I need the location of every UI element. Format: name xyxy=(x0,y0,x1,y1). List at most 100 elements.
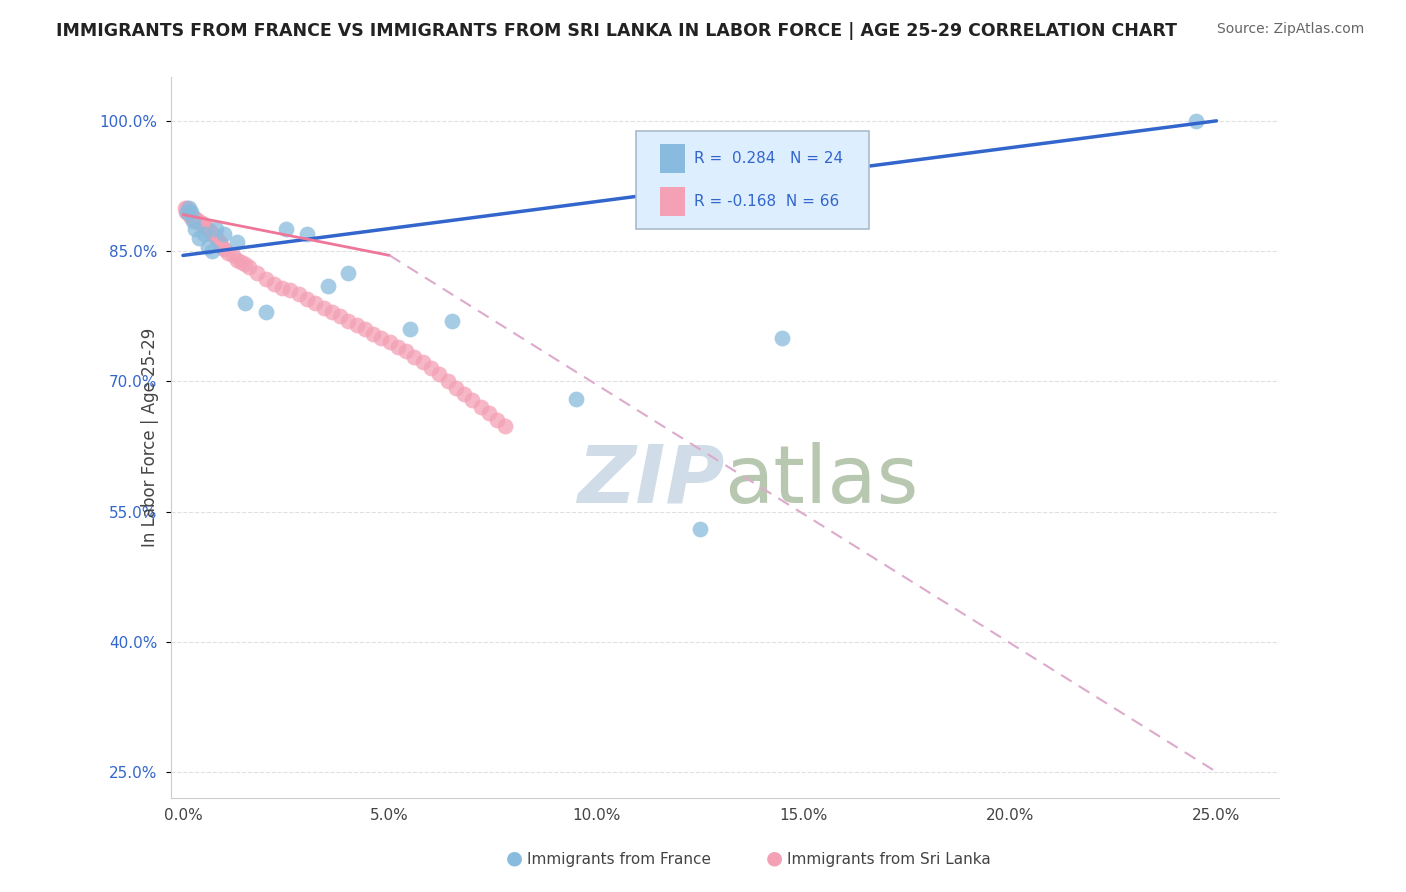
Point xyxy=(440,313,463,327)
Point xyxy=(246,266,269,280)
Point xyxy=(176,201,198,215)
Point xyxy=(198,224,221,238)
Text: ●: ● xyxy=(506,848,523,867)
Point xyxy=(217,245,239,260)
Point xyxy=(179,210,201,224)
Point xyxy=(209,235,232,250)
Point xyxy=(177,205,200,219)
Text: Source: ZipAtlas.com: Source: ZipAtlas.com xyxy=(1216,22,1364,37)
Point xyxy=(770,331,793,345)
Point xyxy=(412,355,434,369)
Point xyxy=(180,210,202,224)
Point xyxy=(271,280,294,294)
Point xyxy=(329,309,352,323)
Point xyxy=(174,205,197,219)
Point xyxy=(1185,113,1208,128)
Point xyxy=(202,228,225,243)
Point xyxy=(337,266,360,280)
Point xyxy=(197,240,219,254)
Point xyxy=(181,211,204,225)
Point xyxy=(184,211,207,226)
Point xyxy=(427,368,450,382)
Point xyxy=(211,240,233,254)
Point xyxy=(461,393,484,408)
Point xyxy=(280,283,302,297)
Point xyxy=(205,222,228,236)
Point xyxy=(190,216,212,230)
Point xyxy=(174,201,197,215)
Text: R = -0.168  N = 66: R = -0.168 N = 66 xyxy=(693,194,839,209)
FancyBboxPatch shape xyxy=(636,131,869,228)
Point xyxy=(404,350,426,364)
Text: ZIP: ZIP xyxy=(576,442,724,520)
Point xyxy=(361,326,384,341)
Text: Immigrants from Sri Lanka: Immigrants from Sri Lanka xyxy=(787,852,991,867)
Point xyxy=(399,322,422,336)
Point xyxy=(436,374,458,388)
Point xyxy=(304,296,326,310)
Point xyxy=(201,244,224,258)
Text: ●: ● xyxy=(766,848,783,867)
Point xyxy=(321,305,343,319)
Point xyxy=(180,210,202,224)
Point xyxy=(214,227,236,241)
Point xyxy=(254,272,277,286)
Point xyxy=(176,205,198,219)
Point xyxy=(183,211,205,226)
Point xyxy=(229,254,252,268)
Point xyxy=(181,211,204,225)
Point xyxy=(346,318,368,332)
Point xyxy=(564,392,586,406)
Bar xyxy=(661,187,685,216)
Point xyxy=(494,419,516,434)
Point xyxy=(207,234,229,248)
Point xyxy=(179,205,201,219)
Point xyxy=(689,522,711,536)
Text: Immigrants from France: Immigrants from France xyxy=(527,852,711,867)
Point xyxy=(238,260,260,274)
Point xyxy=(193,218,215,232)
Point xyxy=(312,301,335,315)
Point xyxy=(470,401,492,415)
Point xyxy=(233,257,256,271)
Point xyxy=(337,313,360,327)
Point xyxy=(378,335,401,350)
Point xyxy=(444,381,467,395)
Point xyxy=(181,213,204,227)
Point xyxy=(201,227,224,241)
Text: atlas: atlas xyxy=(724,442,920,520)
Point xyxy=(179,201,201,215)
Point xyxy=(287,287,309,301)
Point xyxy=(316,278,339,293)
Point xyxy=(197,222,219,236)
Point xyxy=(187,213,209,227)
Point xyxy=(354,322,377,336)
Point xyxy=(214,243,236,257)
Point xyxy=(193,227,215,241)
Point xyxy=(420,361,443,376)
Point xyxy=(233,296,256,310)
Point xyxy=(188,231,211,245)
Y-axis label: In Labor Force | Age 25-29: In Labor Force | Age 25-29 xyxy=(142,328,159,548)
Bar xyxy=(661,144,685,172)
Point xyxy=(295,227,318,241)
Point xyxy=(188,216,211,230)
Point xyxy=(254,305,277,319)
Point xyxy=(478,406,501,420)
Point xyxy=(205,231,228,245)
Point xyxy=(486,413,509,427)
Point xyxy=(184,222,207,236)
Point xyxy=(276,222,298,236)
Point xyxy=(387,340,409,354)
Point xyxy=(221,248,243,262)
Point xyxy=(295,292,318,306)
Point xyxy=(186,213,208,227)
Point xyxy=(453,387,475,401)
Point xyxy=(395,343,418,358)
Point xyxy=(176,205,198,219)
Point xyxy=(191,216,214,230)
Point xyxy=(180,205,202,219)
Text: IMMIGRANTS FROM FRANCE VS IMMIGRANTS FROM SRI LANKA IN LABOR FORCE | AGE 25-29 C: IMMIGRANTS FROM FRANCE VS IMMIGRANTS FRO… xyxy=(56,22,1177,40)
Point xyxy=(225,252,247,267)
Point xyxy=(194,219,217,234)
